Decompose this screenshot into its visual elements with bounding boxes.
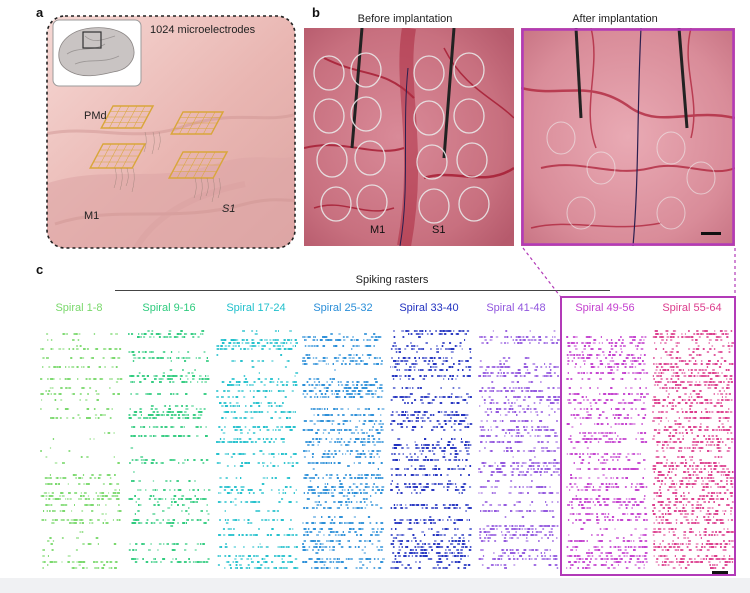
raster-label-spiral-17-24: Spiral 17-24 <box>226 302 286 314</box>
array-pmd-2 <box>170 111 225 135</box>
panel-b-letter: b <box>312 5 320 20</box>
spiral-electrode-rings <box>313 52 490 224</box>
raster-column <box>652 330 735 569</box>
blood-vessels <box>521 28 735 229</box>
raster-column <box>478 330 561 569</box>
raster-column <box>128 330 211 563</box>
panel-a-illustration <box>46 15 296 249</box>
microelectrode-count-label: 1024 microelectrodes <box>150 24 256 36</box>
raster-column <box>302 333 385 569</box>
array-pmd-1 <box>100 105 155 129</box>
electrode-threads <box>113 131 221 203</box>
page-footer-band <box>0 578 750 593</box>
raster-scale-bar <box>712 571 728 574</box>
region-label-m1: M1 <box>84 210 100 222</box>
before-implantation-photo <box>304 28 514 246</box>
panel-a-dashed-border <box>46 15 296 249</box>
cortex-folds <box>47 112 295 248</box>
spiking-rasters-title: Spiking rasters <box>355 274 429 286</box>
panel-a-letter: a <box>36 5 44 20</box>
before-label-s1: S1 <box>432 224 446 236</box>
before-implantation-title: Before implantation <box>357 13 453 25</box>
raster-label-spiral-25-32: Spiral 25-32 <box>313 302 373 314</box>
raster-label-spiral-9-16: Spiral 9-16 <box>142 302 196 314</box>
scale-bar <box>701 232 721 235</box>
region-label-s1: S1 <box>222 203 236 215</box>
raster-highlight-box <box>560 296 736 576</box>
electrode-shanks <box>574 28 689 129</box>
raster-label-spiral-33-40: Spiral 33-40 <box>399 302 459 314</box>
raster-column <box>390 330 473 569</box>
raster-label-spiral-1-8: Spiral 1-8 <box>55 302 103 314</box>
raster-label-spiral-41-48: Spiral 41-48 <box>486 302 546 314</box>
region-label-pmd: PMd <box>84 110 107 122</box>
after-implantation-title: After implantation <box>572 13 658 25</box>
array-m1 <box>89 143 147 169</box>
before-label-m1: M1 <box>370 224 386 236</box>
electrode-shanks <box>350 28 456 159</box>
spiking-rasters-rule <box>115 290 610 291</box>
raster-label-spiral-55-64: Spiral 55-64 <box>662 302 722 314</box>
inset-brain-icon <box>52 19 142 87</box>
raster-label-spiral-49-56: Spiral 49-56 <box>575 302 635 314</box>
after-photo-highlight-frame <box>521 28 735 246</box>
raster-column <box>566 336 649 569</box>
raster-column <box>216 330 299 569</box>
raster-column <box>40 333 123 569</box>
electrode-arrays <box>89 105 229 203</box>
panel-c-letter: c <box>36 262 44 277</box>
array-s1 <box>167 151 229 179</box>
after-implantation-photo <box>521 28 735 246</box>
spiral-electrode-rings <box>546 121 716 230</box>
